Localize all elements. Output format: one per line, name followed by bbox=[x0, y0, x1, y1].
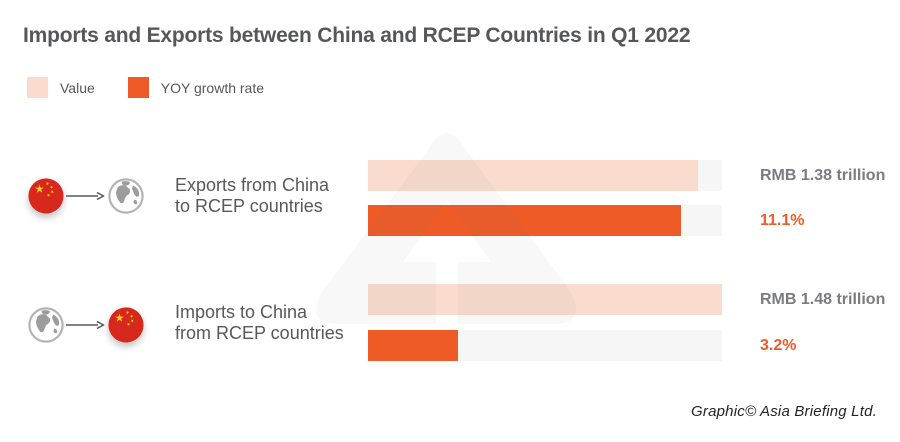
exports-growth-bar bbox=[368, 205, 681, 236]
imports-value-bar bbox=[368, 284, 722, 315]
chart-title: Imports and Exports between China and RC… bbox=[23, 24, 691, 47]
row-label-line1: Exports from China bbox=[175, 175, 330, 195]
imports-growth-bar bbox=[368, 330, 458, 361]
row-label-line1: Imports to China bbox=[175, 302, 308, 322]
globe-icon bbox=[108, 178, 144, 214]
credit-line: Graphic© Asia Briefing Ltd. bbox=[691, 403, 877, 420]
legend-growth-label: YOY growth rate bbox=[160, 79, 265, 96]
imports-growth-label: 3.2% bbox=[760, 336, 797, 354]
row-label-imports: Imports to China from RCEP countries bbox=[175, 302, 344, 344]
globe-icon bbox=[28, 307, 64, 343]
china-flag-icon bbox=[108, 307, 144, 343]
legend-value-swatch bbox=[27, 77, 48, 98]
exports-growth-bar-track bbox=[368, 205, 722, 236]
exports-value-bar-track bbox=[368, 160, 722, 191]
row-label-exports: Exports from China to RCEP countries bbox=[175, 175, 329, 217]
legend: Value YOY growth rate bbox=[27, 77, 264, 98]
exports-value-label: RMB 1.38 trillion bbox=[760, 166, 886, 184]
imports-value-label: RMB 1.48 trillion bbox=[760, 290, 886, 308]
china-flag-icon bbox=[28, 178, 64, 214]
imports-growth-bar-track bbox=[368, 330, 722, 361]
row-label-line2: to RCEP countries bbox=[175, 196, 323, 216]
row-label-line2: from RCEP countries bbox=[175, 323, 344, 343]
exports-value-bar bbox=[368, 160, 698, 191]
flow-arrow-icon bbox=[65, 320, 105, 330]
legend-growth-swatch bbox=[127, 77, 149, 98]
imports-value-bar-track bbox=[368, 284, 722, 315]
exports-growth-label: 11.1% bbox=[760, 211, 805, 229]
legend-value-label: Value bbox=[60, 79, 95, 96]
flow-arrow-icon bbox=[65, 191, 105, 201]
